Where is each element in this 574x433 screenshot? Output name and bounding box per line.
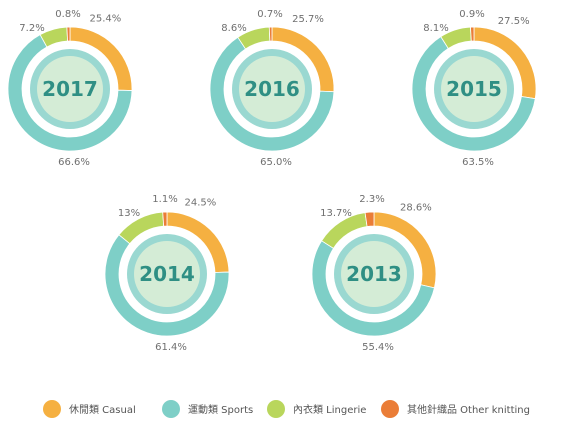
- slice-2013-other-knitting: [364, 211, 375, 227]
- legend-item-lingerie: 內衣類 Lingerie: [267, 400, 366, 418]
- value-label-2013-casual: 28.6%: [400, 203, 432, 214]
- year-label-2014: 2014: [139, 262, 195, 286]
- slice-2017-sports: [7, 34, 133, 152]
- value-label-2013-sports: 55.4%: [362, 342, 394, 353]
- year-label-2015: 2015: [446, 77, 502, 101]
- value-label-2015-sports: 63.5%: [462, 157, 494, 168]
- center-disc-2015: [441, 56, 507, 122]
- slice-2014-other-knitting: [162, 211, 168, 227]
- value-label-2013-lingerie: 13.7%: [320, 208, 352, 219]
- center-disc-2013: [341, 241, 407, 307]
- value-label-2013-other-knitting: 2.3%: [359, 194, 384, 205]
- value-label-2016-other-knitting: 0.7%: [257, 9, 282, 20]
- value-label-2015-other-knitting: 0.9%: [459, 9, 484, 20]
- legend-label-casual: 休閒類 Casual: [69, 404, 136, 416]
- legend-swatch-other-knitting: [381, 400, 399, 418]
- legend-label-other-knitting: 其他針織品 Other knitting: [407, 403, 530, 416]
- value-label-2014-lingerie: 13%: [118, 208, 140, 219]
- value-label-2017-lingerie: 7.2%: [19, 23, 44, 34]
- legend-swatch-lingerie: [267, 400, 285, 418]
- year-label-2017: 2017: [42, 77, 98, 101]
- center-disc-2014: [134, 241, 200, 307]
- value-label-2017-other-knitting: 0.8%: [55, 9, 80, 20]
- legend-swatch-sports: [162, 400, 180, 418]
- value-label-2015-casual: 27.5%: [498, 16, 530, 27]
- donut-2014: 24.5% 61.4% 13% 1.1% 2014: [104, 194, 230, 353]
- value-label-2016-casual: 25.7%: [292, 14, 324, 25]
- legend-item-sports: 運動類 Sports: [162, 400, 253, 418]
- donut-2016: 25.7% 65.0% 8.6% 0.7% 2016: [209, 9, 335, 168]
- value-label-2017-sports: 66.6%: [58, 157, 90, 168]
- donut-2015: 27.5% 63.5% 8.1% 0.9% 2015: [411, 9, 537, 168]
- value-label-2015-lingerie: 8.1%: [423, 23, 448, 34]
- center-disc-2016: [239, 56, 305, 122]
- legend: 休閒類 Casual 運動類 Sports 內衣類 Lingerie 其他針織品 Ot…: [43, 400, 530, 418]
- value-label-2014-other-knitting: 1.1%: [152, 194, 177, 205]
- year-label-2013: 2013: [346, 262, 402, 286]
- slice-2016-other-knitting: [268, 26, 273, 42]
- slice-2015-other-knitting: [470, 26, 475, 42]
- legend-item-other-knitting: 其他針織品 Other knitting: [381, 400, 530, 418]
- value-label-2014-casual: 24.5%: [185, 198, 217, 209]
- legend-swatch-casual: [43, 400, 61, 418]
- legend-label-sports: 運動類 Sports: [188, 403, 253, 416]
- donut-2013: 28.6% 55.4% 13.7% 2.3% 2013: [311, 194, 437, 353]
- donuts-layer: 25.4% 66.6% 7.2% 0.8% 2017 25.7% 65.0% 8.6% 0.7%…: [7, 9, 537, 353]
- center-disc-2017: [37, 56, 103, 122]
- donut-2017: 25.4% 66.6% 7.2% 0.8% 2017: [7, 9, 133, 168]
- year-label-2016: 2016: [244, 77, 300, 101]
- slice-2017-other-knitting: [66, 26, 71, 42]
- value-label-2014-sports: 61.4%: [155, 342, 187, 353]
- value-label-2017-casual: 25.4%: [90, 14, 122, 25]
- value-label-2016-sports: 65.0%: [260, 157, 292, 168]
- slice-2016-sports: [209, 36, 335, 152]
- value-label-2016-lingerie: 8.6%: [221, 23, 246, 34]
- legend-label-lingerie: 內衣類 Lingerie: [293, 403, 366, 416]
- legend-item-casual: 休閒類 Casual: [43, 400, 136, 418]
